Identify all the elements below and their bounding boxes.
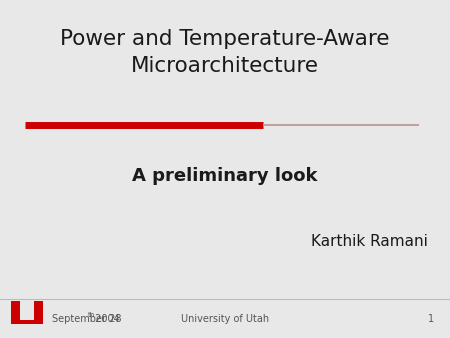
Text: 2004: 2004: [92, 314, 120, 324]
FancyBboxPatch shape: [11, 315, 43, 324]
Text: th: th: [88, 312, 95, 318]
Text: University of Utah: University of Utah: [181, 314, 269, 324]
FancyBboxPatch shape: [34, 301, 43, 316]
Text: A preliminary look: A preliminary look: [132, 167, 318, 185]
Text: September 28: September 28: [52, 314, 121, 324]
Text: 1: 1: [428, 314, 434, 324]
FancyBboxPatch shape: [20, 301, 34, 315]
FancyBboxPatch shape: [20, 315, 34, 320]
Text: Power and Temperature-Aware
Microarchitecture: Power and Temperature-Aware Microarchite…: [60, 29, 390, 76]
FancyBboxPatch shape: [11, 301, 20, 316]
Text: Karthik Ramani: Karthik Ramani: [310, 234, 428, 249]
